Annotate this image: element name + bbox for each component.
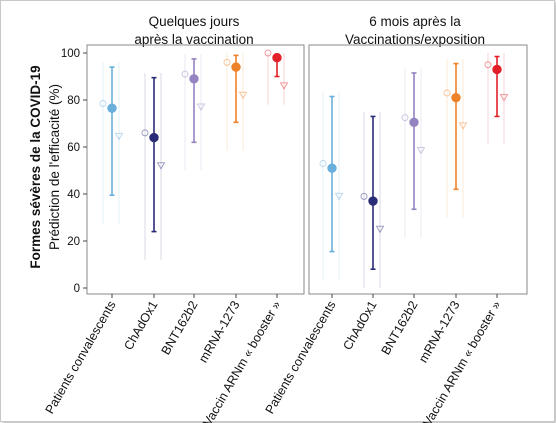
y-tick-label: 40 xyxy=(67,189,80,201)
study-circle xyxy=(181,70,189,78)
x-tick-label: Patients convalescents xyxy=(43,299,119,417)
panel-2-frame xyxy=(308,44,528,295)
panel-1-title-line1: Quelques jours xyxy=(149,14,240,29)
x-tick-label: mRNA-1273 xyxy=(416,298,463,365)
x-tick-label: ChAdOx1 xyxy=(340,298,379,352)
study-circle xyxy=(99,100,107,108)
study-triangle xyxy=(458,122,468,130)
outer-ylabel: Formes sévères de la COVID-19 xyxy=(28,65,43,268)
x-tick-label: mRNA-1273 xyxy=(196,298,243,365)
study-triangle xyxy=(156,162,166,170)
ylabel: Prédiction de l'efficacité (%) xyxy=(47,84,62,250)
point-estimate xyxy=(189,74,199,84)
y-tick-label: 20 xyxy=(67,236,80,248)
point-estimate xyxy=(327,163,337,173)
y-tick-label: 60 xyxy=(67,142,80,154)
panel-2-title-line1: 6 mois après la xyxy=(369,14,461,29)
study-triangle xyxy=(334,192,344,201)
x-tick-label: BNT162b2 xyxy=(159,298,201,357)
study-circle xyxy=(401,114,409,122)
panel-1-title-line2: après la vaccination xyxy=(134,32,253,47)
x-tick-label: BNT162b2 xyxy=(379,298,421,357)
study-triangle xyxy=(196,103,206,112)
study-triangle xyxy=(279,82,289,90)
study-triangle xyxy=(114,132,124,141)
panel-1-frame xyxy=(86,44,305,295)
point-estimate xyxy=(451,92,461,103)
point-estimate xyxy=(107,103,117,113)
point-estimate xyxy=(149,132,159,143)
study-circle xyxy=(484,61,492,69)
point-estimate xyxy=(492,64,502,75)
y-tick-label: 100 xyxy=(61,48,80,60)
point-estimate xyxy=(272,53,282,63)
study-circle xyxy=(319,159,327,167)
study-triangle xyxy=(416,147,426,155)
study-circle xyxy=(264,49,272,57)
study-circle xyxy=(141,129,149,137)
x-tick-label: Vaccin ARNm « booster » xyxy=(420,298,503,423)
x-tick-label: ChAdOx1 xyxy=(121,298,160,352)
study-triangle xyxy=(238,91,248,100)
point-estimate xyxy=(409,117,419,128)
study-circle xyxy=(443,89,451,97)
panel-2-title-line2: Vaccinations/exposition xyxy=(345,32,485,47)
y-tick-label: 0 xyxy=(74,283,80,295)
study-circle xyxy=(360,192,368,200)
point-estimate xyxy=(231,62,241,72)
study-triangle xyxy=(499,94,509,102)
point-estimate xyxy=(368,196,378,206)
study-triangle xyxy=(375,225,385,234)
y-tick-label: 80 xyxy=(67,95,80,107)
study-circle xyxy=(223,58,231,66)
